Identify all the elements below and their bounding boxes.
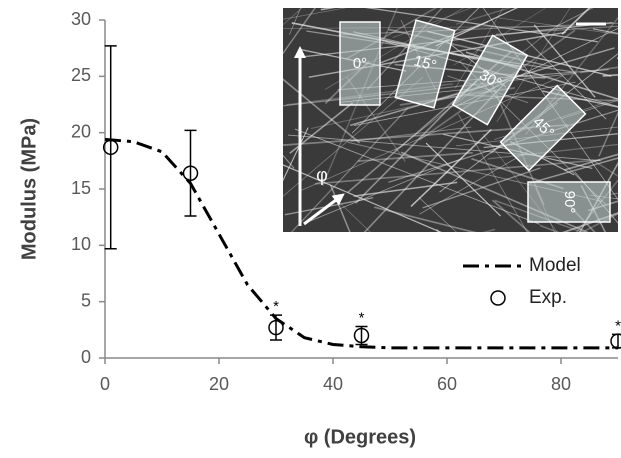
arrow-label: φ: [316, 165, 328, 185]
error-bar: [270, 315, 282, 340]
legend-label: Exp.: [529, 287, 567, 308]
legend-label: Model: [529, 255, 581, 276]
fiber: [414, 0, 567, 8]
fiber: [426, 0, 621, 3]
angle-label: 90°: [561, 191, 578, 214]
x-axis-title: φ (Degrees): [304, 426, 416, 448]
fiber: [600, 252, 621, 253]
fiber: [581, 237, 621, 257]
fiber: [271, 244, 326, 411]
fiber: [259, 249, 399, 329]
y-axis-title: Modulus (MPa): [18, 118, 40, 260]
angle-label: 0°: [353, 55, 367, 72]
fiber: [429, 229, 495, 247]
x-tick-label: 60: [437, 374, 457, 394]
y-tick-label: 0: [81, 347, 91, 367]
significance-label: *: [359, 309, 365, 326]
significance-label: *: [273, 298, 279, 315]
x-tick-label: 0: [100, 374, 110, 394]
significance-label: *: [615, 317, 621, 334]
fiber: [430, 233, 621, 239]
y-tick-label: 15: [71, 178, 91, 198]
y-tick-label: 5: [81, 290, 91, 310]
x-tick-label: 20: [209, 374, 229, 394]
y-tick-label: 10: [71, 234, 91, 254]
legend-marker: [491, 291, 505, 305]
x-tick-label: 40: [323, 374, 343, 394]
error-bar: [105, 46, 117, 249]
fiber: [472, 233, 552, 246]
error-bar: [185, 130, 197, 216]
chart: Modulus (MPa) φ (Degrees) 0° 15° 30° 45°…: [0, 0, 621, 458]
fiber: [571, 207, 621, 388]
y-tick-label: 25: [71, 65, 91, 85]
y-tick-label: 30: [71, 9, 91, 29]
fiber: [518, 239, 621, 252]
data-point: [611, 334, 621, 348]
fiber: [443, 251, 526, 421]
y-tick-label: 20: [71, 121, 91, 141]
fiber: [293, 240, 449, 271]
fiber: [396, 0, 526, 5]
x-tick-label: 80: [551, 374, 571, 394]
fiber: [581, 242, 621, 370]
fiber: [436, 229, 538, 347]
